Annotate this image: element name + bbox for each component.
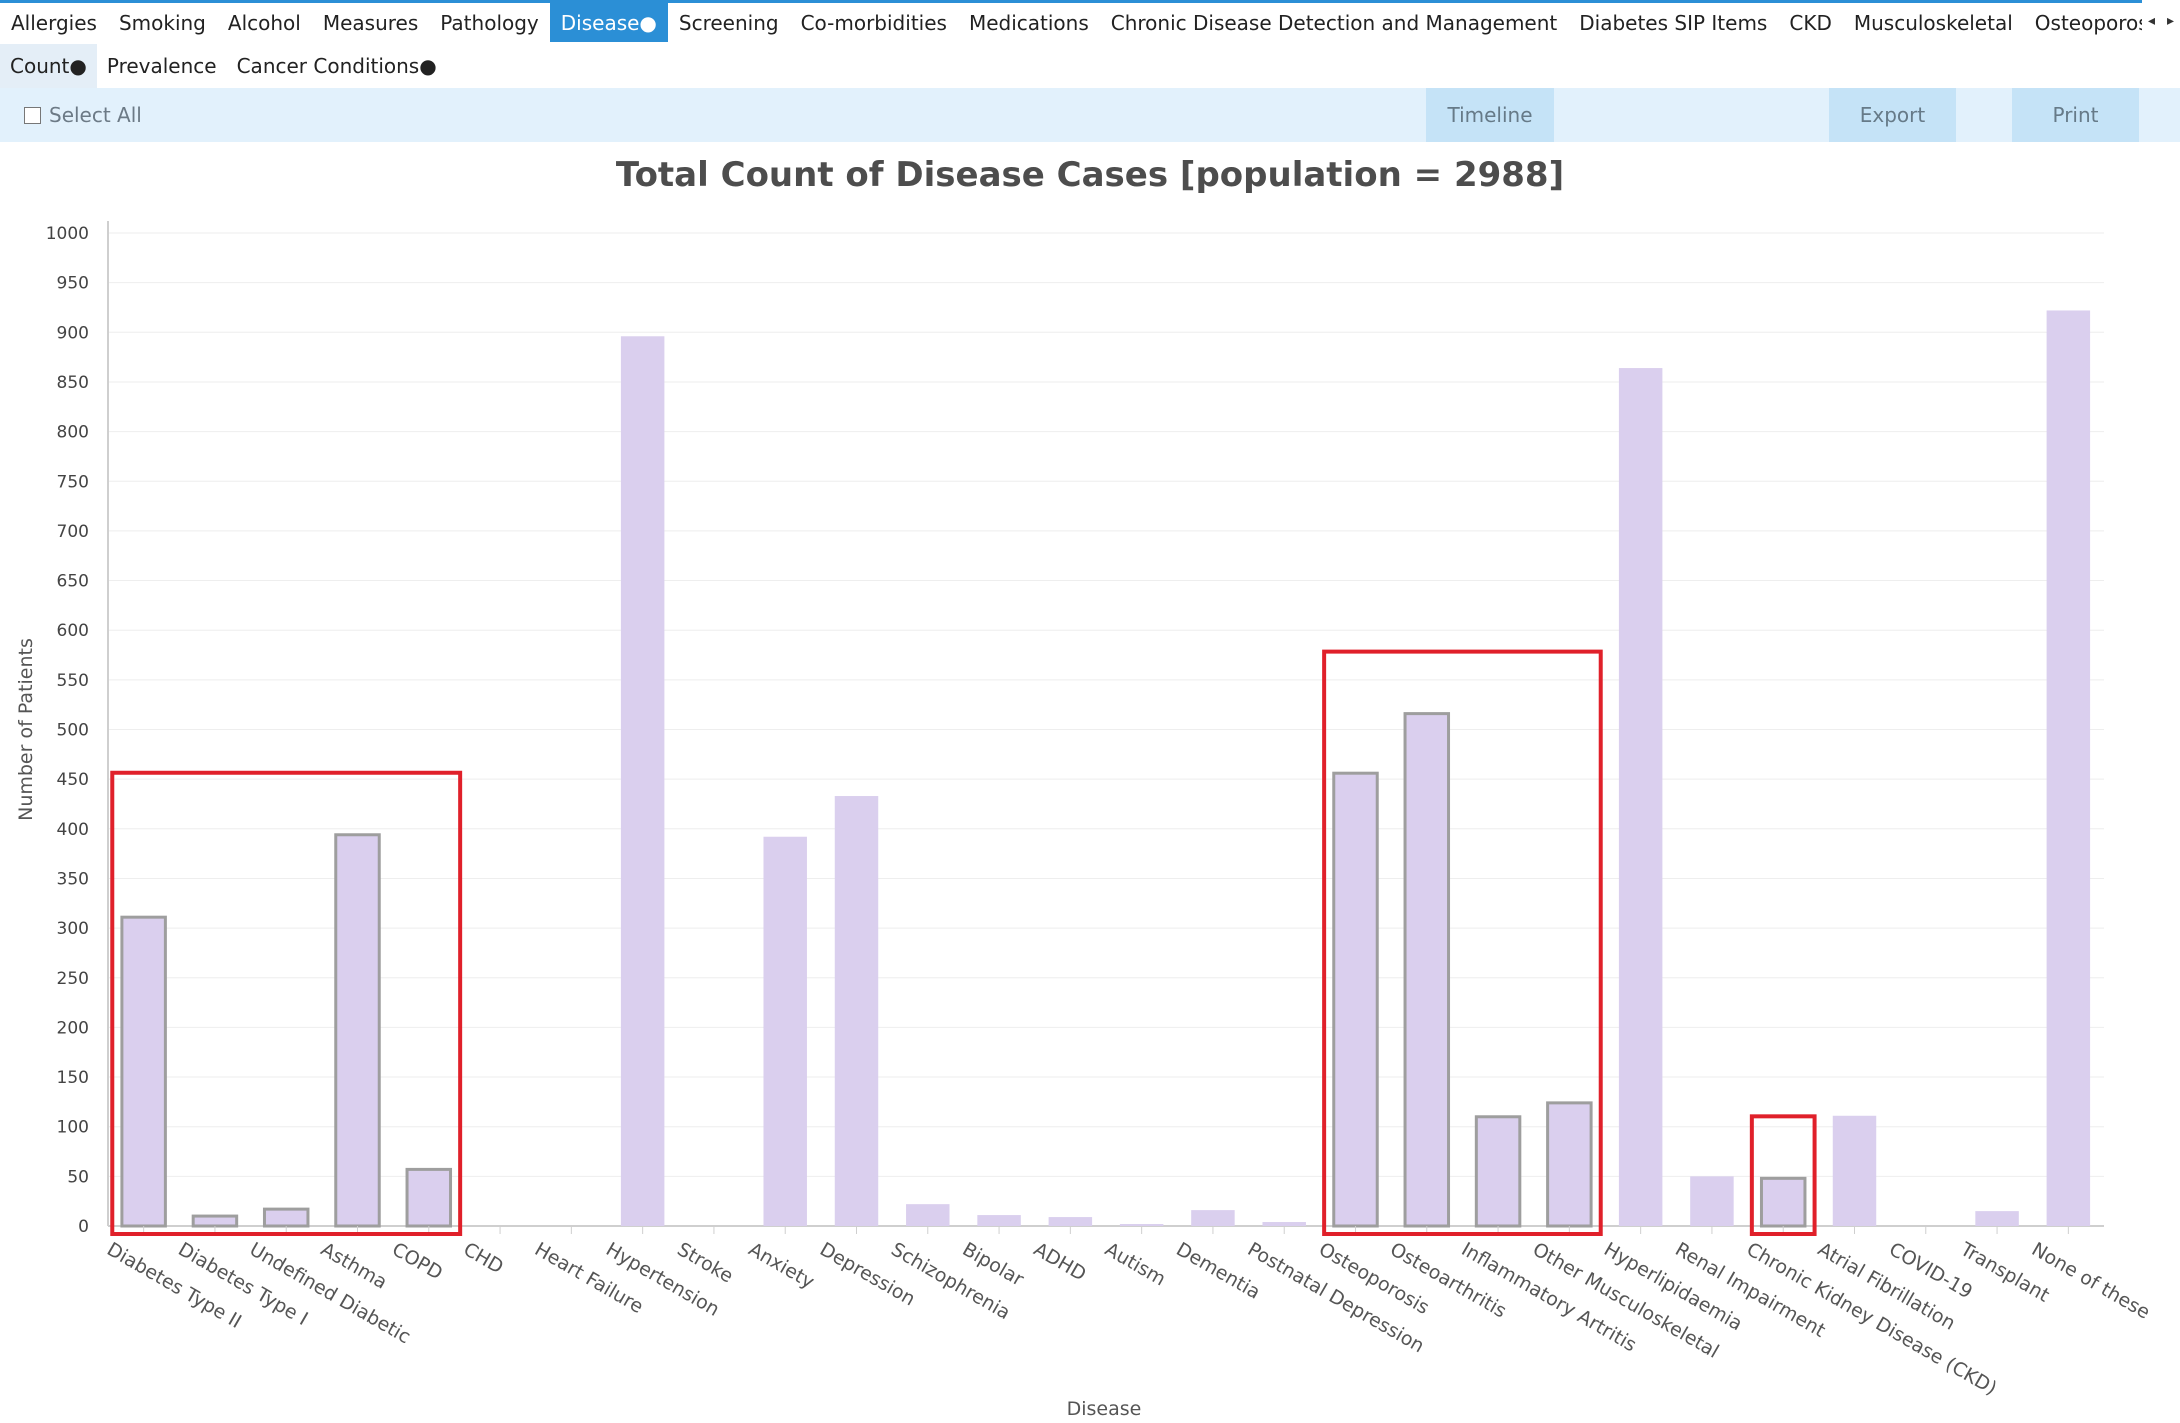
y-tick-label: 550 xyxy=(57,671,89,691)
subtab-prevalence[interactable]: Prevalence xyxy=(106,54,217,78)
bar-copd[interactable] xyxy=(405,1167,453,1228)
bar-asthma[interactable] xyxy=(334,833,381,1228)
bar-transplant[interactable] xyxy=(1975,1211,2019,1226)
bar-hypertension[interactable] xyxy=(620,336,665,1227)
export-button[interactable]: Export xyxy=(1829,88,1956,142)
tab-scroll-controls: ◂ ▸ xyxy=(2142,0,2180,42)
primary-tab-bar: Allergies Smoking Alcohol Measures Pathology… xyxy=(0,0,2180,42)
y-tick-label: 1000 xyxy=(46,224,89,244)
y-tick-label: 800 xyxy=(57,423,89,443)
timeline-button[interactable]: Timeline xyxy=(1426,88,1554,142)
y-tick-label: 300 xyxy=(57,919,89,939)
y-tick-label: 700 xyxy=(57,522,89,542)
subtab-cancer-conditions[interactable]: Cancer Conditions● xyxy=(236,54,437,78)
highlight-box xyxy=(110,770,463,1236)
tab-co-morbidities[interactable]: Co-morbidities xyxy=(800,10,947,35)
highlight-box xyxy=(1322,649,1603,1236)
y-tick-label: 450 xyxy=(57,770,89,790)
print-button[interactable]: Print xyxy=(2012,88,2139,142)
tab-alcohol[interactable]: Alcohol xyxy=(227,10,301,35)
x-tick-label: None of these xyxy=(2028,1238,2154,1323)
bar-diabetes-type-ii[interactable] xyxy=(120,915,167,1228)
tab-allergies[interactable]: Allergies xyxy=(11,10,97,35)
y-tick-label: 350 xyxy=(57,869,89,889)
x-tick-label: COPD xyxy=(388,1238,446,1284)
y-tick-label: 850 xyxy=(57,373,89,393)
bar-bipolar[interactable] xyxy=(977,1215,1021,1226)
subtab-count[interactable]: Count● xyxy=(0,44,97,88)
tab-musculoskeletal[interactable]: Musculoskeletal xyxy=(1853,10,2013,35)
bar-other-musculoskeletal[interactable] xyxy=(1546,1101,1593,1228)
y-tick-label: 600 xyxy=(57,621,89,641)
tab-diabetes-sip-items[interactable]: Diabetes SIP Items xyxy=(1579,10,1768,35)
bar-inflammatory-artritis[interactable] xyxy=(1474,1115,1522,1228)
x-tick-label: Schizophrenia xyxy=(887,1238,1014,1324)
tab-measures[interactable]: Measures xyxy=(322,10,419,35)
bar-undefined-diabetic[interactable] xyxy=(262,1207,310,1228)
y-tick-label: 650 xyxy=(57,572,89,592)
bar-autism[interactable] xyxy=(1119,1224,1164,1226)
x-tick-label: CHD xyxy=(460,1238,508,1278)
bar-osteoporosis[interactable] xyxy=(1332,771,1379,1228)
scroll-left-icon[interactable]: ◂ xyxy=(2147,13,2156,29)
chart-title: Total Count of Disease Cases [population… xyxy=(615,155,1565,195)
bar-hyperlipidaemia[interactable] xyxy=(1618,368,1663,1227)
y-tick-label: 50 xyxy=(67,1167,89,1187)
checkbox-icon[interactable] xyxy=(24,106,41,124)
tab-disease[interactable]: Disease● xyxy=(549,3,668,42)
bar-renal-impairment[interactable] xyxy=(1690,1176,1734,1226)
bar-schizophrenia[interactable] xyxy=(906,1204,950,1226)
y-tick-label: 400 xyxy=(57,820,89,840)
y-tick-label: 150 xyxy=(57,1068,89,1088)
bar-depression[interactable] xyxy=(834,796,879,1226)
tab-ckd[interactable]: CKD xyxy=(1789,10,1832,35)
y-tick-label: 200 xyxy=(57,1018,89,1038)
y-tick-label: 950 xyxy=(57,274,89,294)
tab-medications[interactable]: Medications xyxy=(968,10,1089,35)
bar-adhd[interactable] xyxy=(1048,1217,1093,1226)
bar-none-of-these[interactable] xyxy=(2046,310,2091,1227)
x-axis-title: Disease xyxy=(1067,1398,1142,1420)
bar-osteoarthritis[interactable] xyxy=(1403,712,1451,1228)
x-tick-label: Anxiety xyxy=(745,1238,818,1293)
bar-dementia[interactable] xyxy=(1191,1210,1235,1226)
tab-screening[interactable]: Screening xyxy=(678,10,779,35)
y-tick-label: 100 xyxy=(57,1118,89,1138)
highlight-box xyxy=(1749,1114,1817,1237)
select-all-checkbox[interactable]: Select All xyxy=(24,88,142,142)
report-toolbar: Select All Timeline Export Print xyxy=(0,88,2180,142)
y-tick-label: 750 xyxy=(57,472,89,492)
secondary-tab-bar: Count● Prevalence Cancer Conditions● xyxy=(0,44,447,88)
x-tick-label: ADHD xyxy=(1030,1238,1090,1285)
tab-smoking[interactable]: Smoking xyxy=(118,10,206,35)
y-axis-title: Number of Patients xyxy=(15,638,37,821)
bar-anxiety[interactable] xyxy=(763,836,807,1226)
y-tick-label: 500 xyxy=(57,721,89,741)
bar-diabetes-type-i[interactable] xyxy=(191,1214,239,1228)
y-tick-label: 900 xyxy=(57,323,89,343)
bar-chronic-kidney-disease-ckd[interactable] xyxy=(1759,1176,1807,1228)
x-tick-label: Autism xyxy=(1101,1238,1169,1290)
tab-pathology[interactable]: Pathology xyxy=(440,10,539,35)
scroll-right-icon[interactable]: ▸ xyxy=(2166,13,2175,29)
select-all-label: Select All xyxy=(49,103,142,127)
y-tick-label: 250 xyxy=(57,969,89,989)
tab-chronic-disease-detection-and-management[interactable]: Chronic Disease Detection and Management xyxy=(1110,10,1558,35)
bar-atrial-fibrillation[interactable] xyxy=(1832,1115,1877,1226)
bar-postnatal-depression[interactable] xyxy=(1262,1222,1306,1226)
y-tick-label: 0 xyxy=(78,1217,89,1237)
